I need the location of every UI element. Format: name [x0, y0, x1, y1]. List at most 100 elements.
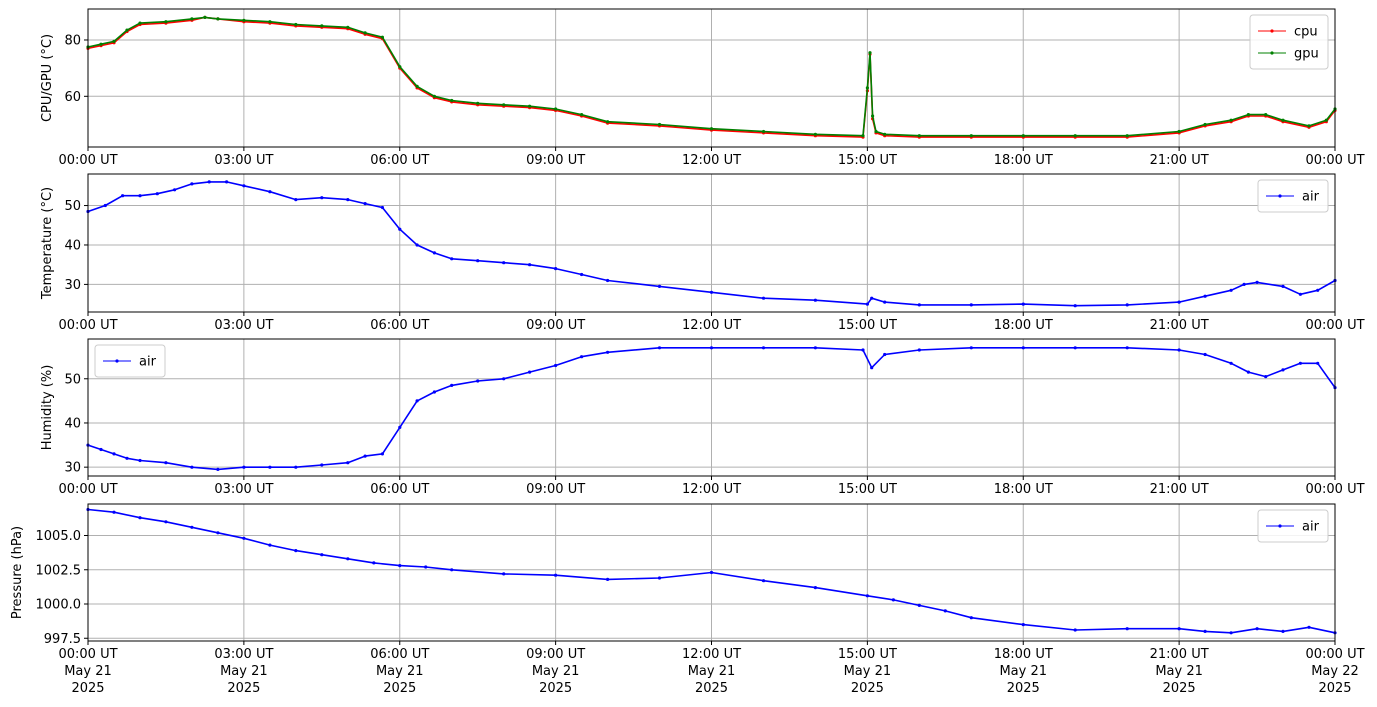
x-tick-label: 00:00 UT — [1305, 153, 1364, 168]
data-point — [155, 192, 159, 196]
x-tick-label: 00:00 UT — [58, 153, 117, 168]
data-point — [943, 609, 947, 613]
data-point — [1229, 288, 1233, 292]
series-line-air — [87, 346, 1336, 471]
data-point — [1242, 282, 1246, 286]
data-point — [415, 399, 419, 403]
data-point — [883, 300, 887, 304]
x-tick-date-label: May 21 — [220, 664, 268, 679]
data-point — [320, 553, 324, 557]
data-point — [1255, 627, 1259, 631]
data-point — [1281, 284, 1285, 288]
data-point — [112, 510, 116, 514]
data-point — [1021, 302, 1025, 306]
x-tick-label: 03:00 UT — [214, 482, 273, 497]
data-point — [363, 454, 367, 458]
data-point — [268, 543, 272, 547]
data-point — [1177, 348, 1181, 352]
data-point — [138, 458, 142, 463]
legend: cpu gpu — [1249, 14, 1329, 70]
data-point — [216, 17, 220, 21]
data-point — [709, 346, 714, 350]
data-point — [917, 134, 921, 138]
data-point — [883, 352, 887, 357]
data-point — [865, 86, 870, 90]
data-point — [554, 573, 558, 577]
data-point — [1255, 280, 1259, 284]
data-point — [761, 296, 766, 300]
legend: air — [94, 344, 166, 378]
data-point — [415, 84, 419, 88]
data-point — [372, 561, 376, 565]
data-point — [606, 350, 610, 354]
x-tick-label: 21:00 UT — [1150, 482, 1209, 497]
legend-marker — [115, 359, 119, 363]
data-point — [891, 598, 896, 602]
data-point — [268, 20, 272, 24]
data-point — [121, 194, 125, 198]
data-point — [865, 302, 870, 306]
x-tick-label: 06:00 UT — [370, 647, 429, 662]
y-tick-label: 80 — [64, 33, 81, 48]
legend-box — [1249, 14, 1329, 70]
data-point — [969, 134, 973, 138]
data-point — [528, 263, 532, 267]
data-point — [1246, 113, 1250, 117]
data-point — [1203, 294, 1207, 298]
series-gpu — [86, 15, 1337, 138]
x-tick-label: 00:00 UT — [1305, 318, 1364, 333]
data-point — [868, 51, 872, 55]
x-tick-label: 09:00 UT — [526, 153, 585, 168]
data-point — [761, 579, 766, 583]
data-point — [398, 425, 402, 429]
data-point — [112, 452, 116, 456]
y-tick-label: 30 — [64, 461, 81, 476]
data-point — [554, 267, 558, 271]
data-point — [1021, 346, 1025, 350]
data-point — [502, 377, 506, 381]
data-point — [164, 520, 168, 524]
x-tick-date-label: May 21 — [532, 664, 580, 679]
x-tick-label: 00:00 UT — [58, 318, 117, 333]
x-tick-label: 12:00 UT — [682, 318, 741, 333]
legend-marker — [1270, 51, 1274, 55]
data-point — [99, 42, 103, 46]
chart-panel-3: 00:00 UT 03:00 UT 06:00 UT 09:00 UT 12:00 UT… — [40, 338, 1365, 497]
data-point — [268, 465, 272, 469]
data-point — [657, 576, 662, 580]
data-point — [320, 463, 324, 467]
data-point — [1073, 304, 1077, 308]
y-axis-label: CPU/GPU (°C) — [40, 34, 55, 122]
data-point — [1298, 292, 1302, 296]
series-air — [86, 180, 1337, 308]
x-tick-label: 06:00 UT — [370, 318, 429, 333]
x-tick-label: 15:00 UT — [838, 153, 897, 168]
data-point — [216, 467, 220, 471]
data-point — [112, 39, 116, 44]
x-tick-year-label: 2025 — [71, 681, 104, 696]
x-tick-year-label: 2025 — [227, 681, 260, 696]
data-point — [709, 127, 714, 131]
data-point — [1298, 361, 1302, 365]
chart-panel-2: 00:00 UT 03:00 UT 06:00 UT 09:00 UT 12:00 UT… — [40, 173, 1365, 333]
data-point — [874, 129, 878, 134]
x-tick-year-label: 2025 — [383, 681, 416, 696]
data-point — [1264, 375, 1268, 379]
data-point — [173, 188, 177, 192]
x-tick-date-label: May 21 — [1155, 664, 1203, 679]
legend: air — [1257, 179, 1329, 213]
data-point — [242, 465, 246, 469]
y-tick-label: 1005.0 — [36, 529, 82, 544]
data-point — [268, 190, 272, 194]
series-air — [86, 507, 1337, 635]
data-point — [346, 461, 350, 465]
y-axis-label: Temperature (°C) — [40, 187, 55, 300]
data-point — [1229, 361, 1233, 365]
data-point — [450, 257, 454, 261]
data-point — [1177, 300, 1181, 304]
data-point — [657, 284, 662, 288]
data-point — [709, 570, 714, 575]
x-tick-year-label: 2025 — [695, 681, 728, 696]
data-point — [432, 94, 436, 98]
x-tick-date-label: May 21 — [999, 664, 1047, 679]
